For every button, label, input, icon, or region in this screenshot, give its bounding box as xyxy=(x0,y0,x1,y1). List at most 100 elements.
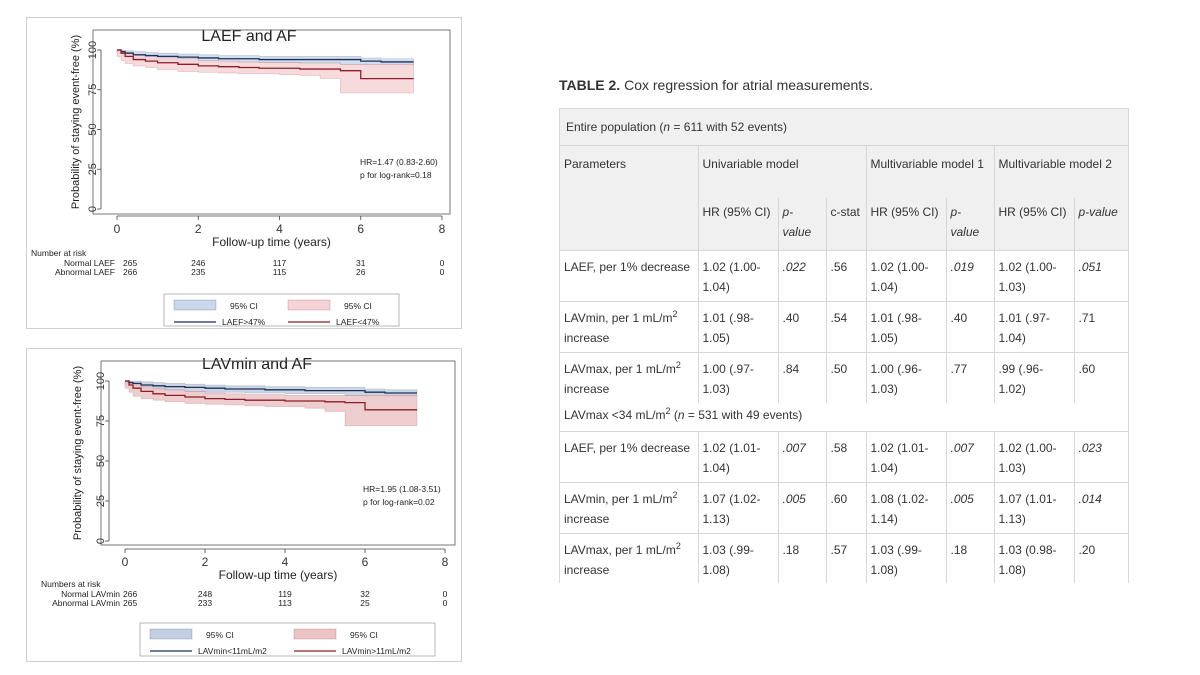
x-axis-label: Follow-up time (years) xyxy=(219,568,338,582)
p-multi1-cell: .019 xyxy=(945,250,994,302)
parameter-cell: LAVmin, per 1 mL/m2 increase xyxy=(560,482,698,534)
c-stat-cell: .56 xyxy=(825,250,866,302)
parameter-unit: increase xyxy=(564,331,610,345)
legend-line-label: LAEF<47% xyxy=(336,317,380,327)
parameter-name: LAVmin, per 1 mL/m xyxy=(564,311,673,325)
km-chart-laef: LAEF and AF 0 25 50 75 100 Probability of stay… xyxy=(26,17,462,329)
p-multi2-cell: .014 xyxy=(1073,482,1128,534)
hr-univariable-cell: 1.02 (1.00-1.04) xyxy=(697,250,778,302)
parameter-unit: increase xyxy=(564,382,610,396)
header-multivariable-1: Multivariable model 1 xyxy=(865,145,994,198)
table-header-row-2: HR (95% CI) p-value c-stat HR (95% CI) p… xyxy=(560,198,1128,251)
header-hr-univariable: HR (95% CI) xyxy=(697,198,778,251)
legend-box xyxy=(163,293,400,327)
x-tick-label: 6 xyxy=(362,555,369,569)
legend-ci-label: 95% CI xyxy=(344,301,372,311)
header-multivariable-2: Multivariable model 2 xyxy=(993,145,1128,198)
p-univariable-cell: .022 xyxy=(777,250,826,302)
risk-count: 233 xyxy=(198,598,212,608)
y-tick-label: 75 xyxy=(87,84,99,96)
risk-count: 246 xyxy=(191,258,205,268)
table-row: LAVmax, per 1 mL/m2 increase 1.00 (.97-1.… xyxy=(560,352,1128,403)
hr-univariable-cell: 1.00 (.97-1.03) xyxy=(697,352,778,403)
parameter-unit: increase xyxy=(564,512,610,526)
hr-multi1-cell: 1.02 (1.00-1.04) xyxy=(865,250,946,302)
parameter-cell: LAEF, per 1% decrease xyxy=(560,431,698,483)
hr-univariable-cell: 1.02 (1.01-1.04) xyxy=(697,431,778,483)
hr-multi1-cell: 1.03 (.99-1.08) xyxy=(865,533,946,583)
km-plot-laef: LAEF and AF 0 25 50 75 100 Probability of stay… xyxy=(31,28,451,327)
section1-events: = 611 with 52 events) xyxy=(670,120,787,134)
section1-n: n xyxy=(663,120,671,134)
p-multi2-cell: .20 xyxy=(1073,533,1128,583)
header-p-multi2: p-value xyxy=(1073,198,1128,251)
y-tick-label: 50 xyxy=(87,123,99,135)
table-title-text: Cox regression for atrial measurements. xyxy=(620,77,874,93)
hr-multi2-cell: 1.03 (0.98-1.08) xyxy=(993,533,1074,583)
p-multi2-cell: .051 xyxy=(1073,250,1128,302)
hr-univariable-cell: 1.03 (.99-1.08) xyxy=(697,533,778,583)
legend-line-label: LAVmin>11mL/m2 xyxy=(342,646,411,656)
parameter-sup: 2 xyxy=(675,360,681,370)
p-multi1-cell: .18 xyxy=(945,533,994,583)
p-multi2-cell: .023 xyxy=(1073,431,1128,483)
ci-band-2 xyxy=(116,49,414,94)
table-row: LAVmax, per 1 mL/m2 increase 1.03 (.99-1.… xyxy=(560,533,1128,583)
y-tick-label: 100 xyxy=(87,41,99,59)
section2-events: = 531 with 49 events) xyxy=(684,408,803,422)
risk-row-label: Abnormal LAEF xyxy=(55,267,115,277)
c-stat-cell: .54 xyxy=(825,301,866,353)
hr-multi2-cell: 1.07 (1.01-1.13) xyxy=(993,482,1074,534)
hr-multi2-cell: .99 (.96-1.02) xyxy=(993,352,1074,403)
hr-multi1-cell: 1.01 (.98-1.05) xyxy=(865,301,946,353)
km-plot-lavmin: LAVmin and AF 0 25 50 75 100 Probability of st… xyxy=(41,356,456,657)
hazard-ratio-text: HR=1.95 (1.08-3.51) xyxy=(363,484,441,494)
y-tick-label: 0 xyxy=(95,538,107,544)
legend-box xyxy=(139,622,436,657)
legend-line-label: LAVmin<11mL/m2 xyxy=(198,646,267,656)
p-univariable-cell: .40 xyxy=(777,301,826,353)
km-chart-lavmin: LAVmin and AF 0 25 50 75 100 Probability of st… xyxy=(26,348,462,662)
survival-line-2 xyxy=(125,380,417,411)
ci-band-2 xyxy=(124,380,418,427)
parameter-name: LAVmax, per 1 mL/m xyxy=(564,543,676,557)
section2-paren: ( xyxy=(670,408,678,422)
x-tick-label: 2 xyxy=(202,555,209,569)
risk-count: 0 xyxy=(440,267,445,277)
x-tick-label: 0 xyxy=(122,555,129,569)
x-tick-label: 6 xyxy=(357,222,364,236)
section2-n: n xyxy=(677,408,685,422)
survival-line-1 xyxy=(117,49,414,63)
c-stat-cell: .58 xyxy=(825,431,866,483)
table-title-label: TABLE 2. xyxy=(559,77,621,93)
plot-area-frame xyxy=(100,360,456,546)
parameter-name: LAEF, per 1% xyxy=(564,441,638,455)
header-c-stat: c-stat xyxy=(825,198,866,251)
risk-count: 25 xyxy=(360,598,370,608)
risk-count: 248 xyxy=(198,589,212,599)
hr-multi2-cell: 1.02 (1.00-1.03) xyxy=(993,250,1074,302)
p-multi1-cell: .40 xyxy=(945,301,994,353)
cox-regression-table: Entire population (n = 611 with 52 event… xyxy=(559,108,1129,583)
header-univariable: Univariable model xyxy=(697,145,866,198)
survival-line-1 xyxy=(125,380,417,394)
plot-area-frame xyxy=(92,29,451,215)
risk-count: 32 xyxy=(360,589,370,599)
risk-count: 117 xyxy=(273,258,287,268)
section-entire-population: Entire population (n = 611 with 52 event… xyxy=(560,109,1128,146)
chart-title: LAEF and AF xyxy=(201,28,296,45)
legend-line-label: LAEF>47% xyxy=(222,317,266,327)
y-tick-label: 100 xyxy=(95,372,107,390)
legend-ci-label: 95% CI xyxy=(230,301,258,311)
header-hr-multi1: HR (95% CI) xyxy=(865,198,946,251)
parameter-unit: increase xyxy=(564,563,610,577)
parameter-name: LAVmin, per 1 mL/m xyxy=(564,492,673,506)
parameter-cell: LAVmin, per 1 mL/m2 increase xyxy=(560,301,698,353)
parameter-cell: LAVmax, per 1 mL/m2 increase xyxy=(560,352,698,403)
y-tick-label: 0 xyxy=(87,206,99,212)
section1-text: Entire population ( xyxy=(566,120,664,134)
risk-table-title: Number at risk xyxy=(31,248,87,258)
p-multi2-cell: .60 xyxy=(1073,352,1128,403)
hr-multi1-cell: 1.02 (1.01-1.04) xyxy=(865,431,946,483)
risk-count: 113 xyxy=(278,598,292,608)
